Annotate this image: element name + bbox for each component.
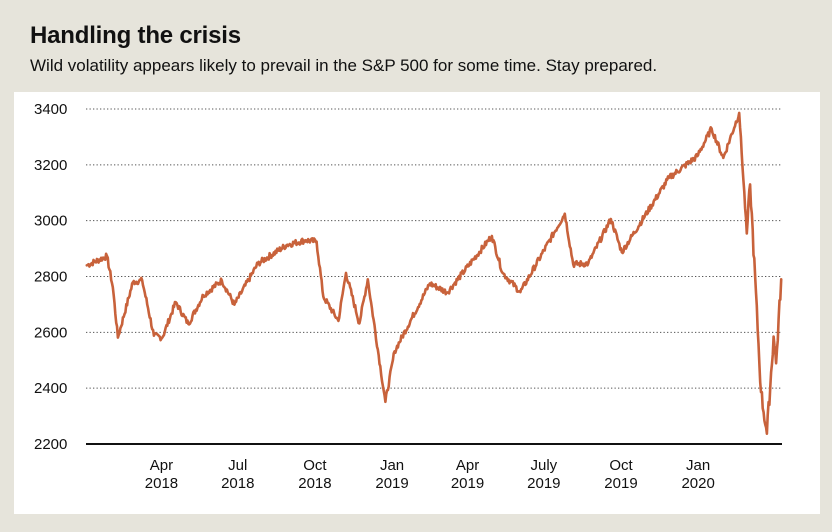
x-tick-label-month: Jan (380, 457, 404, 474)
series-line (85, 111, 783, 435)
y-tick-label: 2600 (34, 324, 67, 341)
x-tick-label-year: 2018 (145, 475, 178, 492)
plot-area: 3400 3200 3000 2800 2600 2400 2200 Apr 2018 Jul 20… (14, 92, 820, 514)
x-tick-label-month: Apr (456, 457, 479, 474)
y-tick-label: 3000 (34, 213, 67, 230)
y-tick-label: 3400 (34, 101, 67, 118)
y-tick-label: 2400 (34, 380, 67, 397)
x-tick-label-month: July (531, 457, 558, 474)
y-tick-label: 2800 (34, 269, 67, 286)
x-tick-label-year: 2018 (298, 475, 331, 492)
x-tick-label-year: 2019 (604, 475, 637, 492)
x-tick-label-month: Oct (609, 457, 633, 474)
chart-subtitle: Wild volatility appears likely to prevai… (30, 56, 658, 75)
x-tick-label-month: Oct (303, 457, 327, 474)
y-tick-label: 2200 (34, 436, 67, 453)
y-tick-label: 3200 (34, 157, 67, 174)
x-tick-label-month: Apr (150, 457, 173, 474)
x-tick-label-month: Jan (686, 457, 710, 474)
chart-title: Handling the crisis (30, 22, 241, 49)
x-tick-label-year: 2019 (375, 475, 408, 492)
x-tick-label-year: 2019 (527, 475, 560, 492)
x-tick-label-month: Jul (228, 457, 247, 474)
x-tick-label-year: 2018 (221, 475, 254, 492)
x-tick-label-year: 2019 (451, 475, 484, 492)
line-chart: 3400320030002800260024002200Apr2018Jul20… (34, 101, 783, 492)
x-tick-label-year: 2020 (681, 475, 714, 492)
